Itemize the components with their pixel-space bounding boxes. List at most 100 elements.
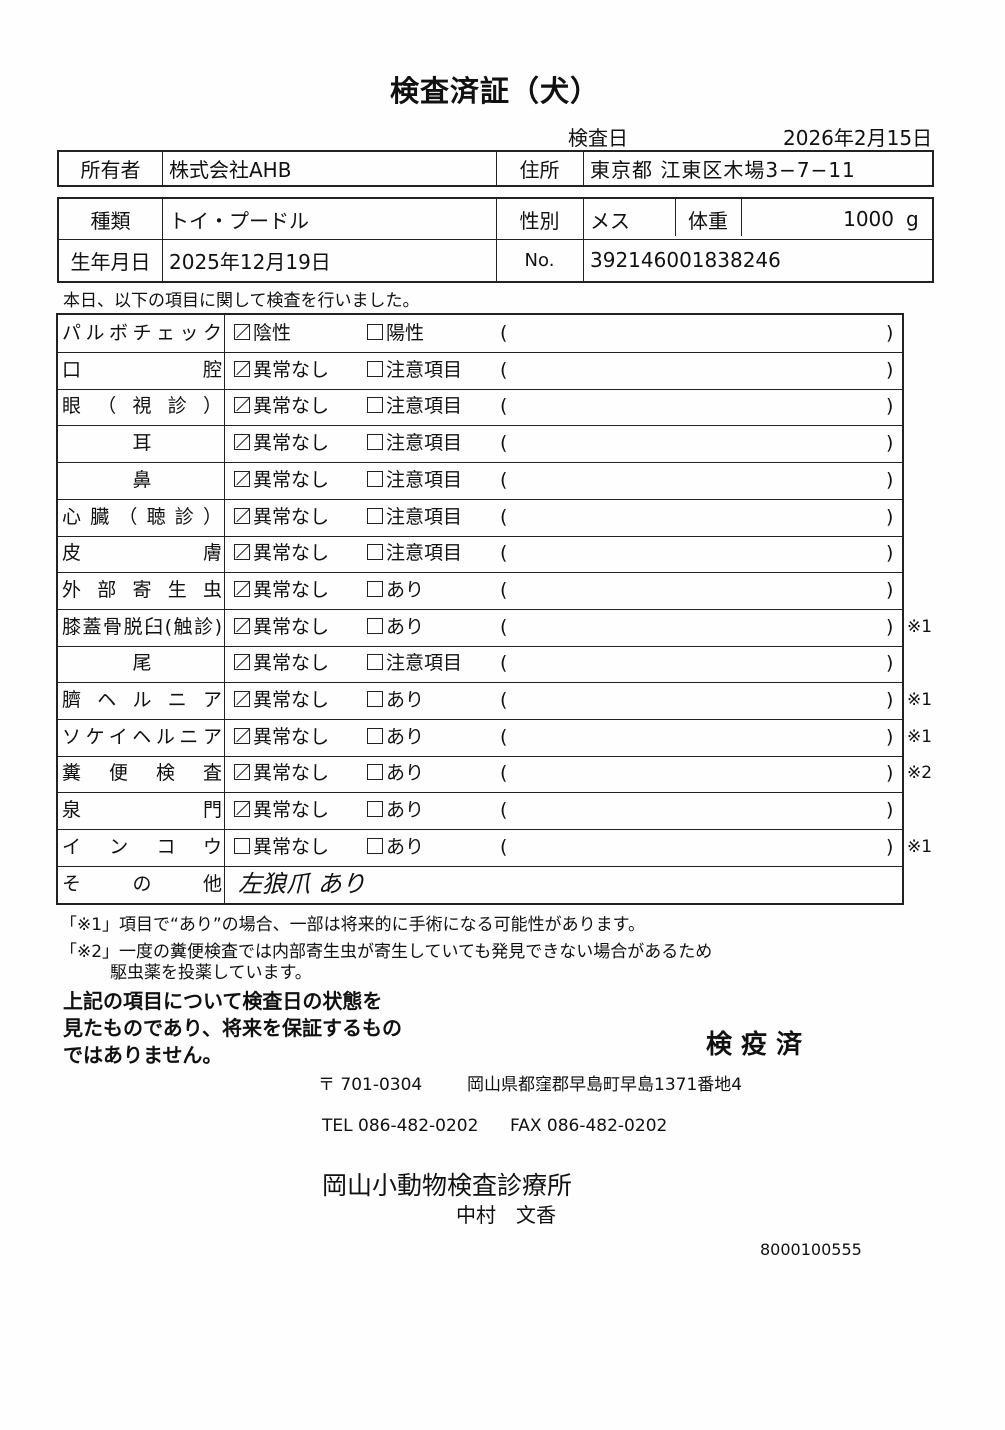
option-normal[interactable]: 異常なし <box>234 352 329 389</box>
option-abnormal[interactable]: あり <box>367 755 424 792</box>
option-abnormal[interactable]: あり <box>367 719 424 756</box>
option-normal[interactable]: 異常なし <box>234 499 329 536</box>
intro-text: 本日、以下の項目に関して検査を行いました。 <box>63 291 420 311</box>
option-abnormal[interactable]: あり <box>367 572 424 609</box>
option-normal[interactable]: 異常なし <box>234 829 329 866</box>
weight-label: 体重 <box>688 208 728 233</box>
paren-close: ) <box>886 615 894 638</box>
checkbox[interactable] <box>234 397 250 414</box>
checkbox[interactable] <box>234 654 250 671</box>
tel: TEL 086-482-0202 <box>322 1116 479 1136</box>
option-normal[interactable]: 異常なし <box>234 462 329 499</box>
checkbox[interactable] <box>234 764 250 781</box>
checkbox[interactable] <box>234 691 250 707</box>
checkbox[interactable] <box>367 801 383 818</box>
option-normal[interactable]: 異常なし <box>234 719 329 756</box>
option-normal[interactable]: 異常なし <box>234 572 329 609</box>
checkbox[interactable] <box>234 507 250 524</box>
paren-close: ) <box>886 395 894 418</box>
checkbox[interactable] <box>367 580 383 597</box>
breed-label: 種類 <box>90 208 131 233</box>
exam-item-label: インコウ <box>62 835 222 858</box>
option-normal[interactable]: 異常なし <box>234 792 329 829</box>
checkbox[interactable] <box>367 617 383 634</box>
checkbox[interactable] <box>367 544 383 561</box>
option-abnormal[interactable]: 注意項目 <box>367 535 462 572</box>
checkbox[interactable] <box>367 654 383 671</box>
checkbox[interactable] <box>367 764 383 781</box>
disclaimer-line: 見たものであり、将来を保証するもの <box>63 1016 402 1040</box>
paren-close: ) <box>886 432 894 455</box>
checkbox[interactable] <box>367 507 383 524</box>
paren-close: ) <box>886 689 894 711</box>
option-abnormal[interactable]: あり <box>367 829 424 866</box>
option-normal[interactable]: 異常なし <box>234 535 329 572</box>
option-abnormal[interactable]: あり <box>367 792 424 829</box>
option-normal[interactable]: 異常なし <box>234 388 329 425</box>
exam-row: 外部寄生虫 異常なし あり ( ) <box>58 572 902 610</box>
checkbox[interactable] <box>234 434 250 451</box>
checkbox[interactable] <box>234 544 250 561</box>
exam-item-label: 口腔 <box>62 358 222 381</box>
paren-open: ( <box>500 358 508 381</box>
weight-unit: g <box>906 207 919 231</box>
option-label: 異常なし <box>253 689 330 711</box>
checkbox[interactable] <box>234 470 250 487</box>
option-abnormal[interactable]: 注意項目 <box>367 462 462 499</box>
option-label: 異常なし <box>253 835 330 858</box>
clinic-address: 岡山県都窪郡早島町早島1371番地4 <box>467 1075 743 1095</box>
paren-close: ) <box>886 358 894 381</box>
owner-value: 株式会社AHB <box>169 158 292 182</box>
footnote-2-cont: 駆虫薬を投薬しています。 <box>110 963 312 983</box>
paren-close: ) <box>886 578 894 601</box>
exam-item-label: ソケイヘルニア <box>62 725 222 748</box>
footnote-1: 「※1」項目で“あり”の場合、一部は将来的に手術になる可能性があります。 <box>60 915 645 935</box>
checkbox[interactable] <box>367 360 383 377</box>
option-abnormal[interactable]: あり <box>367 682 424 719</box>
option-normal[interactable]: 異常なし <box>234 682 329 719</box>
paren-open: ( <box>500 322 508 344</box>
option-normal[interactable]: 異常なし <box>234 425 329 462</box>
checkbox[interactable] <box>367 691 383 707</box>
option-normal[interactable]: 異常なし <box>234 609 329 646</box>
option-abnormal[interactable]: 注意項目 <box>367 499 462 536</box>
checkbox[interactable] <box>234 360 250 377</box>
option-label: あり <box>386 578 425 601</box>
exam-row: パルボチェック 陰性 陽性 ( ) <box>58 315 902 353</box>
exam-item-label: 心臓（聴診） <box>62 505 222 528</box>
checkbox[interactable] <box>234 617 250 634</box>
option-abnormal[interactable]: 注意項目 <box>367 425 462 462</box>
checkbox[interactable] <box>234 324 250 340</box>
exam-row: 臍ヘルニア 異常なし あり ( ) <box>58 682 902 720</box>
option-abnormal[interactable]: あり <box>367 609 424 646</box>
option-abnormal[interactable]: 注意項目 <box>367 352 462 389</box>
checkbox[interactable] <box>234 801 250 818</box>
option-label: 異常なし <box>253 615 330 638</box>
option-normal[interactable]: 異常なし <box>234 645 329 682</box>
disclaimer: 上記の項目について検査日の状態を 見たものであり、将来を保証するもの ではありま… <box>63 988 402 1069</box>
note-mark: ※2 <box>907 763 933 784</box>
checkbox[interactable] <box>367 434 383 451</box>
option-label: 異常なし <box>253 432 330 455</box>
checkbox[interactable] <box>367 324 383 340</box>
exam-row: 鼻 異常なし 注意項目 ( ) <box>58 462 902 500</box>
checkbox[interactable] <box>367 470 383 487</box>
option-label: あり <box>386 835 425 858</box>
checkbox[interactable] <box>367 397 383 414</box>
exam-row: 皮膚 異常なし 注意項目 ( ) <box>58 535 902 574</box>
checkbox[interactable] <box>367 837 383 854</box>
exam-item-label: 眼（視診） <box>62 395 222 418</box>
option-normal[interactable]: 陰性 <box>234 315 291 352</box>
option-abnormal[interactable]: 注意項目 <box>367 645 462 682</box>
checkbox[interactable] <box>234 580 250 597</box>
checkbox[interactable] <box>234 837 250 854</box>
pet-table: 種類 トイ・プードル 性別 メス 体重 1000 g 生年月日 2025年12月… <box>57 197 934 283</box>
option-abnormal[interactable]: 陽性 <box>367 315 424 352</box>
option-label: 異常なし <box>253 358 330 381</box>
paren-open: ( <box>500 689 508 711</box>
option-normal[interactable]: 異常なし <box>234 755 329 792</box>
option-abnormal[interactable]: 注意項目 <box>367 388 462 425</box>
checkbox[interactable] <box>367 727 383 744</box>
checkbox[interactable] <box>234 727 250 744</box>
exam-row: 眼（視診） 異常なし 注意項目 ( ) <box>58 388 902 427</box>
